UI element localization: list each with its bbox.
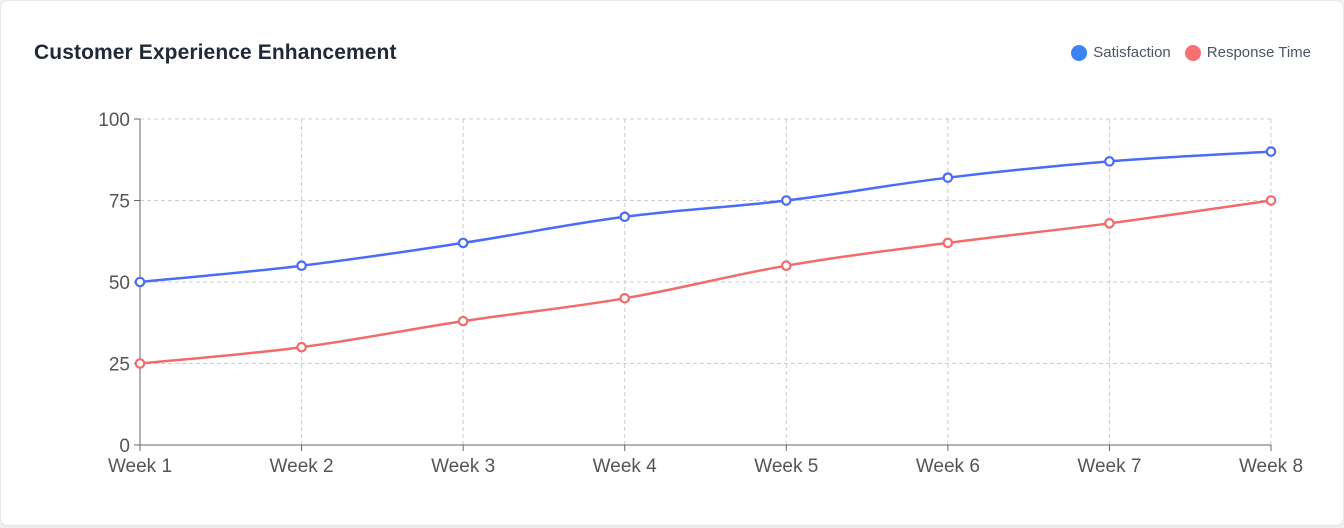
y-tick-label: 25 xyxy=(109,355,130,376)
legend-item-response-time[interactable]: Response Time xyxy=(1184,44,1311,61)
data-point-satisfaction xyxy=(296,260,307,271)
legend-label-response-time: Response Time xyxy=(1206,44,1311,61)
data-point-satisfaction xyxy=(457,237,469,249)
y-tick-label: 100 xyxy=(98,110,130,131)
data-point-response-time xyxy=(457,315,469,327)
data-point-response-time xyxy=(1265,195,1277,206)
data-point-satisfaction xyxy=(619,211,631,223)
x-tick-label: Week 2 xyxy=(270,456,334,477)
y-tick-label: 75 xyxy=(109,192,130,213)
series-line-satisfaction xyxy=(139,150,1272,284)
data-point-satisfaction xyxy=(942,172,954,183)
x-tick-label: Week 4 xyxy=(593,456,658,477)
x-tick-label: Week 5 xyxy=(754,456,818,477)
legend-item-satisfaction[interactable]: Satisfaction xyxy=(1071,44,1171,61)
x-tick-label: Week 7 xyxy=(1077,456,1141,477)
data-point-satisfaction xyxy=(134,276,146,288)
legend-label-satisfaction: Satisfaction xyxy=(1093,44,1171,61)
data-point-response-time xyxy=(296,341,307,353)
chart-title: Customer Experience Enhancement xyxy=(34,41,397,64)
legend-dot-response-time xyxy=(1184,44,1201,61)
data-point-satisfaction xyxy=(1265,146,1277,157)
data-point-response-time xyxy=(619,292,631,304)
x-tick-label: Week 8 xyxy=(1239,456,1303,477)
data-point-response-time xyxy=(1104,218,1115,229)
data-point-response-time xyxy=(134,358,146,369)
x-tick-label: Week 6 xyxy=(916,456,980,477)
x-tick-label: Week 3 xyxy=(431,456,495,477)
data-point-response-time xyxy=(780,260,792,271)
series-line-response-time xyxy=(139,199,1272,365)
data-point-satisfaction xyxy=(780,195,792,206)
data-point-response-time xyxy=(942,237,954,249)
chart-legend: Satisfaction Response Time xyxy=(1071,44,1311,61)
x-tick-label: Week 1 xyxy=(108,456,172,477)
y-tick-label: 50 xyxy=(109,273,130,294)
y-tick-label: 0 xyxy=(119,436,130,457)
data-point-satisfaction xyxy=(1104,156,1115,167)
legend-dot-satisfaction xyxy=(1071,44,1088,61)
